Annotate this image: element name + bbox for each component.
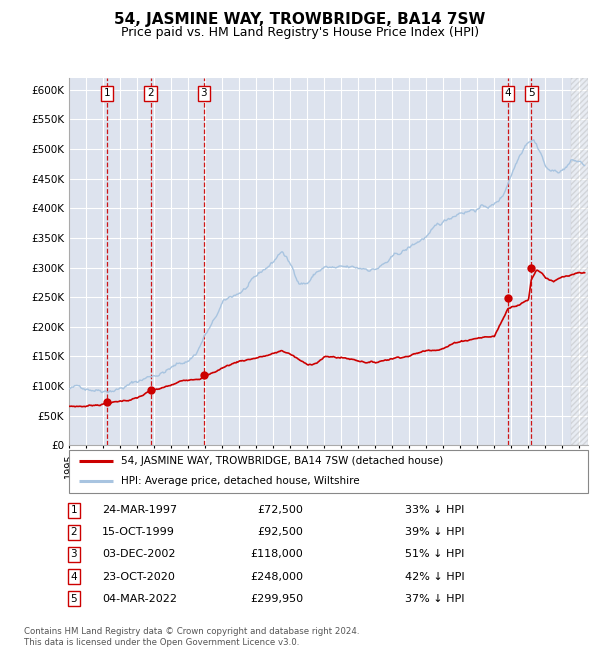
Text: £248,000: £248,000 — [250, 571, 303, 582]
Text: 42% ↓ HPI: 42% ↓ HPI — [405, 571, 464, 582]
Text: £72,500: £72,500 — [257, 505, 303, 515]
Text: 1: 1 — [103, 88, 110, 98]
Text: £92,500: £92,500 — [257, 527, 303, 538]
Text: HPI: Average price, detached house, Wiltshire: HPI: Average price, detached house, Wilt… — [121, 476, 359, 486]
Text: 4: 4 — [70, 571, 77, 582]
Text: 24-MAR-1997: 24-MAR-1997 — [102, 505, 177, 515]
Text: 3: 3 — [70, 549, 77, 560]
Text: 03-DEC-2002: 03-DEC-2002 — [102, 549, 176, 560]
Text: 54, JASMINE WAY, TROWBRIDGE, BA14 7SW: 54, JASMINE WAY, TROWBRIDGE, BA14 7SW — [115, 12, 485, 27]
Text: 5: 5 — [70, 593, 77, 604]
Text: £118,000: £118,000 — [250, 549, 303, 560]
Text: 37% ↓ HPI: 37% ↓ HPI — [405, 593, 464, 604]
Text: 2: 2 — [70, 527, 77, 538]
Text: 1: 1 — [70, 505, 77, 515]
Text: 23-OCT-2020: 23-OCT-2020 — [102, 571, 175, 582]
Text: 2: 2 — [147, 88, 154, 98]
Text: 5: 5 — [528, 88, 535, 98]
Text: 39% ↓ HPI: 39% ↓ HPI — [405, 527, 464, 538]
Text: 04-MAR-2022: 04-MAR-2022 — [102, 593, 177, 604]
Text: Price paid vs. HM Land Registry's House Price Index (HPI): Price paid vs. HM Land Registry's House … — [121, 26, 479, 39]
Text: 4: 4 — [505, 88, 512, 98]
Text: £299,950: £299,950 — [250, 593, 303, 604]
Bar — [571, 78, 588, 445]
Text: 3: 3 — [200, 88, 207, 98]
FancyBboxPatch shape — [69, 450, 588, 493]
Text: Contains HM Land Registry data © Crown copyright and database right 2024.
This d: Contains HM Land Registry data © Crown c… — [24, 627, 359, 647]
Text: 54, JASMINE WAY, TROWBRIDGE, BA14 7SW (detached house): 54, JASMINE WAY, TROWBRIDGE, BA14 7SW (d… — [121, 456, 443, 467]
Text: 33% ↓ HPI: 33% ↓ HPI — [405, 505, 464, 515]
Text: 15-OCT-1999: 15-OCT-1999 — [102, 527, 175, 538]
Text: 51% ↓ HPI: 51% ↓ HPI — [405, 549, 464, 560]
